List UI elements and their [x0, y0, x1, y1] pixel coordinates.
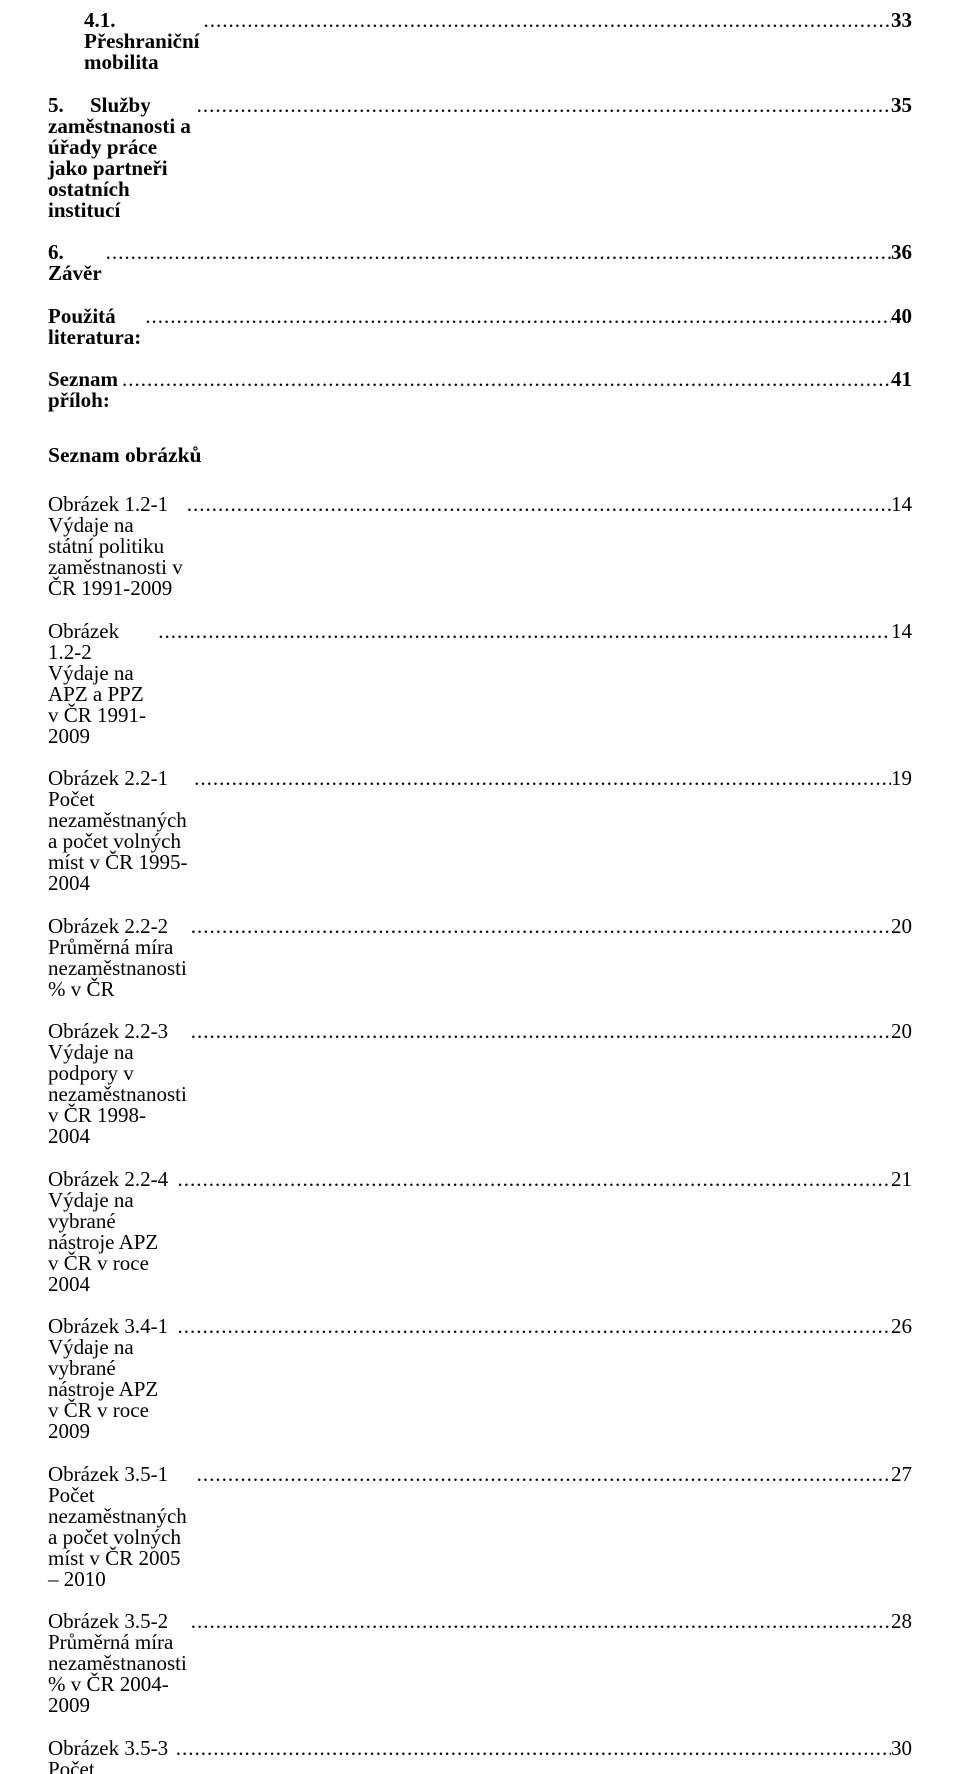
toc-leader: ........................................… — [187, 1021, 891, 1042]
figure-entry: Obrázek 2.2-2 Průměrná míra nezaměstnano… — [48, 916, 912, 1000]
figure-entry: Obrázek 3.4-1 Výdaje na vybrané nástroje… — [48, 1316, 912, 1442]
toc-leader: ........................................… — [187, 1611, 891, 1632]
figure-entry: Obrázek 2.2-1 Počet nezaměstnaných a poč… — [48, 768, 912, 894]
toc-entry-5: 5. Služby zaměstnanosti a úřady práce ja… — [48, 95, 912, 221]
figure-entry: Obrázek 2.2-4 Výdaje na vybrané nástroje… — [48, 1169, 912, 1295]
toc-label: 4.1. Přeshraniční mobilita — [84, 10, 200, 73]
toc-label: Seznam příloh: — [48, 369, 118, 411]
toc-leader: ........................................… — [102, 242, 891, 263]
figure-page: 28 — [891, 1611, 912, 1632]
toc-page: 40 — [891, 306, 912, 327]
figure-entry: Obrázek 2.2-3 Výdaje na podpory v nezamě… — [48, 1021, 912, 1147]
figure-label: Obrázek 1.2-1 Výdaje na státní politiku … — [48, 494, 183, 599]
figure-label: Obrázek 2.2-4 Výdaje na vybrané nástroje… — [48, 1169, 173, 1295]
figure-entry: Obrázek 1.2-2 Výdaje na APZ a PPZ v ČR 1… — [48, 621, 912, 747]
figure-page: 14 — [891, 621, 912, 642]
figure-entry: Obrázek 3.5-3 Počet zahraničních pracovn… — [48, 1738, 912, 1774]
figure-label: Obrázek 3.5-2 Průměrná míra nezaměstnano… — [48, 1611, 187, 1716]
figure-label: Obrázek 3.4-1 Výdaje na vybrané nástroje… — [48, 1316, 173, 1442]
document-page: 4.1. Přeshraniční mobilita .............… — [0, 0, 960, 1774]
figure-label: Obrázek 2.2-3 Výdaje na podpory v nezamě… — [48, 1021, 187, 1147]
figure-page: 20 — [891, 1021, 912, 1042]
figure-page: 30 — [891, 1738, 912, 1759]
toc-entry-4-1: 4.1. Přeshraniční mobilita .............… — [48, 10, 912, 73]
toc-page: 36 — [891, 242, 912, 263]
toc-page: 35 — [891, 95, 912, 116]
figure-page: 20 — [891, 916, 912, 937]
toc-entry-literature: Použitá literatura: ....................… — [48, 306, 912, 348]
toc-entry-6: 6. Závěr ...............................… — [48, 242, 912, 284]
figure-label: Obrázek 3.5-3 Počet zahraničních pracovn… — [48, 1738, 172, 1774]
figure-page: 14 — [891, 494, 912, 515]
figure-page: 21 — [891, 1169, 912, 1190]
figure-page: 27 — [891, 1464, 912, 1485]
toc-label: 5. Služby zaměstnanosti a úřady práce ja… — [48, 95, 193, 221]
toc-label: 6. Závěr — [48, 242, 102, 284]
figure-label: Obrázek 3.5-1 Počet nezaměstnaných a poč… — [48, 1464, 193, 1590]
figures-heading: Seznam obrázků — [48, 443, 912, 468]
toc-leader: ........................................… — [200, 10, 892, 31]
toc-page: 41 — [891, 369, 912, 390]
figure-entry: Obrázek 3.5-1 Počet nezaměstnaných a poč… — [48, 1464, 912, 1590]
toc-leader: ........................................… — [183, 494, 891, 515]
figure-page: 19 — [891, 768, 912, 789]
toc-leader: ........................................… — [187, 916, 891, 937]
figure-entry: Obrázek 1.2-1 Výdaje na státní politiku … — [48, 494, 912, 599]
toc-entry-attachments: Seznam příloh: .........................… — [48, 369, 912, 411]
toc-leader: ........................................… — [172, 1738, 891, 1759]
figure-entry: Obrázek 3.5-2 Průměrná míra nezaměstnano… — [48, 1611, 912, 1716]
figure-page: 26 — [891, 1316, 912, 1337]
toc-label: Použitá literatura: — [48, 306, 141, 348]
toc-leader: ........................................… — [154, 621, 891, 642]
toc-leader: ........................................… — [173, 1169, 891, 1190]
toc-leader: ........................................… — [190, 768, 891, 789]
figure-label: Obrázek 2.2-2 Průměrná míra nezaměstnano… — [48, 916, 187, 1000]
toc-leader: ........................................… — [193, 95, 891, 116]
figure-label: Obrázek 2.2-1 Počet nezaměstnaných a poč… — [48, 768, 190, 894]
toc-leader: ........................................… — [193, 1464, 891, 1485]
toc-page: 33 — [891, 10, 912, 31]
toc-leader: ........................................… — [173, 1316, 891, 1337]
toc-leader: ........................................… — [118, 369, 891, 390]
figure-label: Obrázek 1.2-2 Výdaje na APZ a PPZ v ČR 1… — [48, 621, 154, 747]
toc-leader: ........................................… — [141, 306, 891, 327]
